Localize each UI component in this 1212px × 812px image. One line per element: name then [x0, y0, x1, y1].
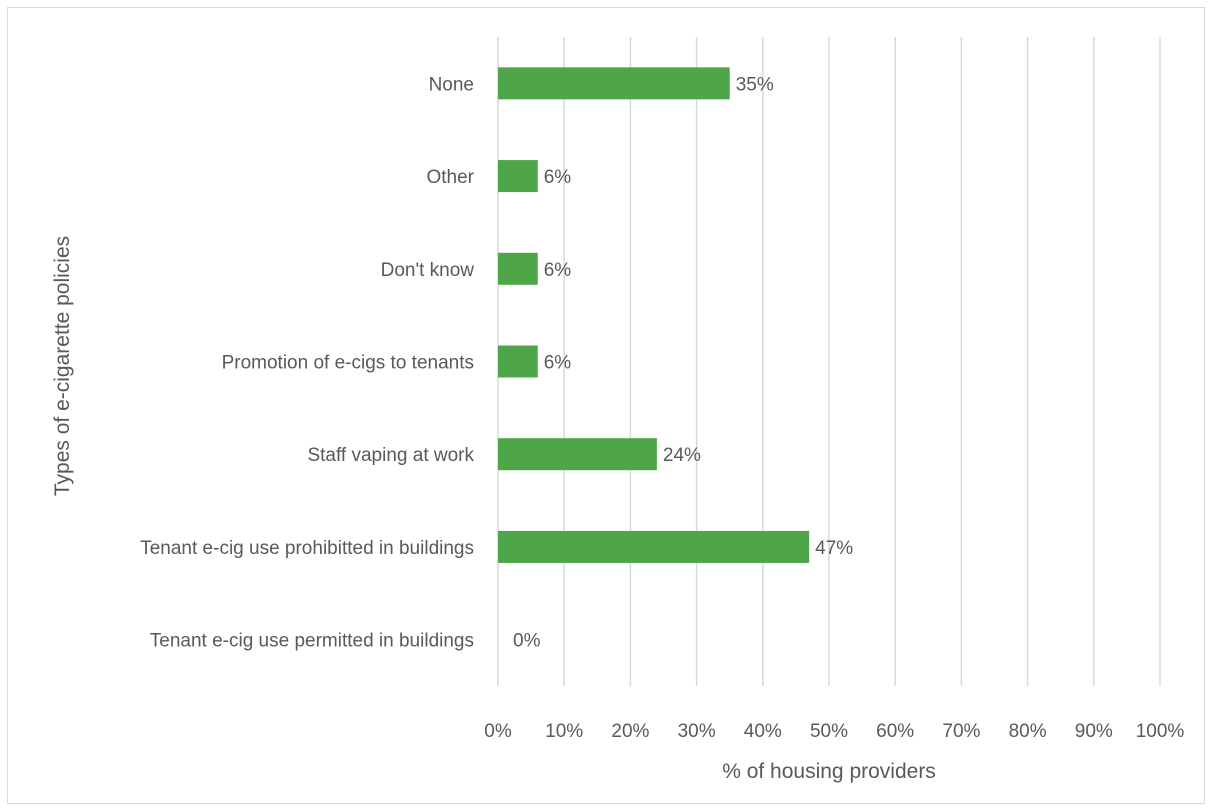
x-tick-label: 0% — [484, 721, 512, 742]
category-label: None — [429, 74, 474, 95]
data-label: 0% — [513, 631, 541, 652]
x-tick-label: 10% — [545, 721, 583, 742]
data-labels: 35% 6% 6% 6% 24% 47% 0% — [513, 74, 853, 651]
chart-frame — [7, 7, 1205, 804]
data-label: 6% — [544, 167, 572, 188]
y-axis-title: Types of e-cigarette policies — [51, 236, 74, 496]
category-label: Staff vaping at work — [307, 445, 474, 466]
x-tick-label: 40% — [744, 721, 782, 742]
data-label: 6% — [544, 353, 572, 374]
x-axis-title: % of housing providers — [722, 760, 936, 783]
gridlines — [497, 37, 1161, 686]
x-tick-label: 50% — [810, 721, 848, 742]
bar — [498, 438, 657, 471]
category-label: Promotion of e-cigs to tenants — [222, 353, 474, 374]
data-label: 6% — [544, 260, 572, 281]
bars — [498, 67, 810, 563]
category-label: Other — [426, 167, 474, 188]
bar — [498, 160, 538, 193]
x-tick-label: 70% — [942, 721, 980, 742]
x-tick-label: 60% — [876, 721, 914, 742]
bar — [498, 345, 538, 378]
bar — [498, 252, 538, 285]
x-tick-label: 30% — [678, 721, 716, 742]
x-tick-label: 100% — [1136, 721, 1185, 742]
x-tick-labels: 0% 10% 20% 30% 40% 50% 60% 70% 80% 90% 100% — [484, 721, 1184, 742]
bar — [498, 530, 810, 563]
category-label: Tenant e-cig use prohibitted in building… — [140, 538, 474, 559]
category-labels: None Other Don't know Promotion of e-cigs t… — [140, 74, 474, 651]
bar — [498, 67, 730, 100]
x-tick-label: 20% — [611, 721, 649, 742]
category-label: Tenant e-cig use permitted in buildings — [150, 631, 474, 652]
data-label: 35% — [736, 74, 774, 95]
data-label: 47% — [815, 538, 853, 559]
category-label: Don't know — [381, 260, 475, 281]
x-tick-label: 80% — [1009, 721, 1047, 742]
data-label: 24% — [663, 445, 701, 466]
x-tick-label: 90% — [1075, 721, 1113, 742]
